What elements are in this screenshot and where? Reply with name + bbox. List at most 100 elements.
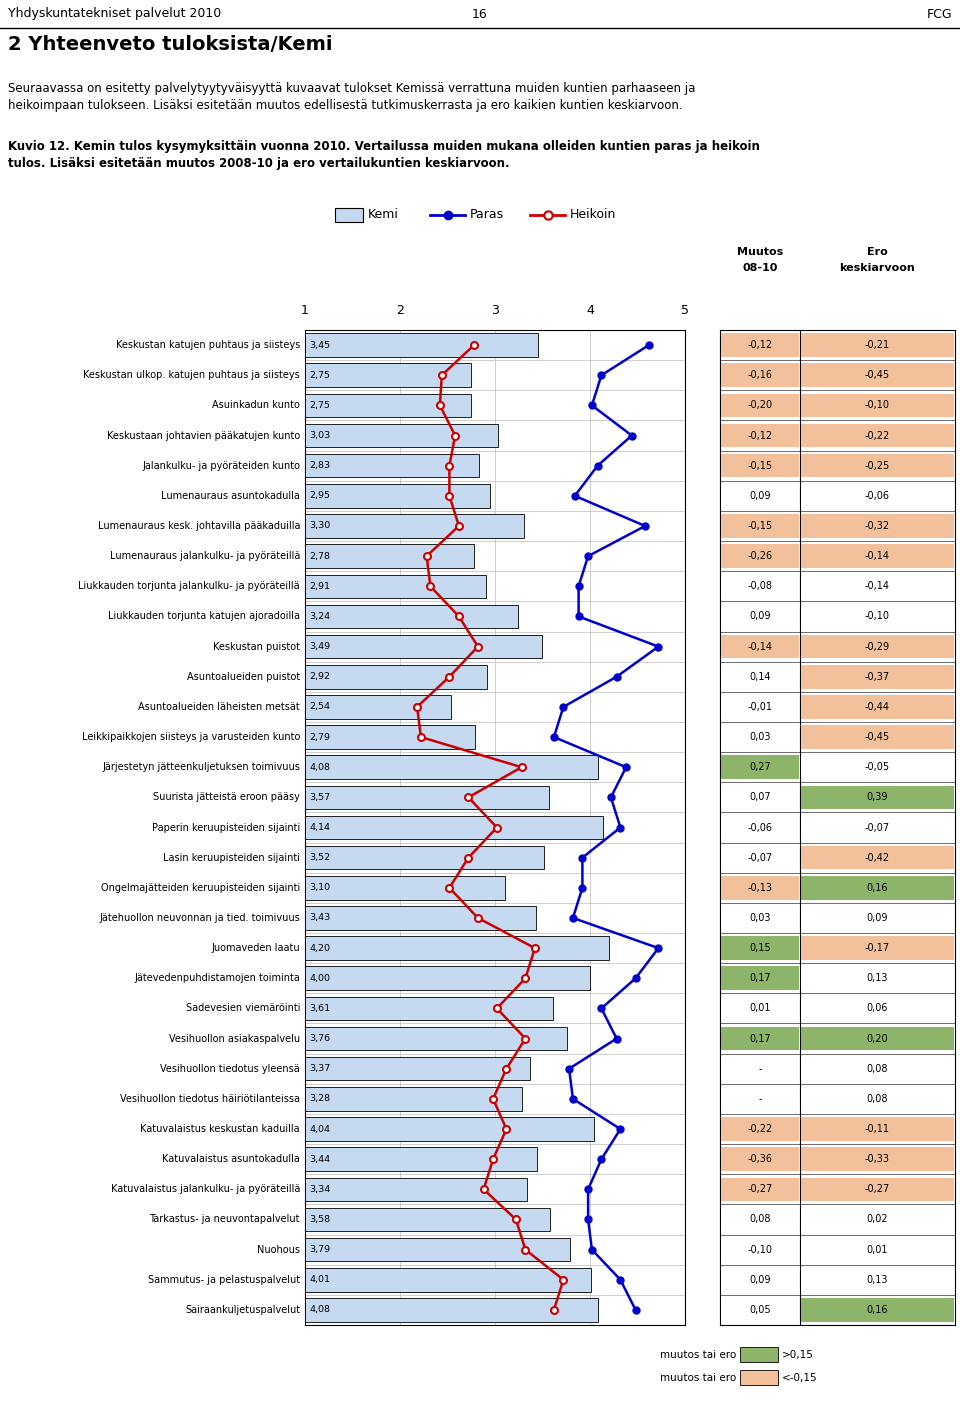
Bar bbox=[305, 877, 505, 899]
Text: 0,01: 0,01 bbox=[867, 1245, 888, 1255]
Text: 3,79: 3,79 bbox=[309, 1245, 330, 1254]
Text: Asuntoalueiden puistot: Asuntoalueiden puistot bbox=[187, 671, 300, 682]
Bar bbox=[305, 756, 597, 779]
Text: 2,79: 2,79 bbox=[309, 733, 330, 741]
Bar bbox=[305, 996, 553, 1020]
Text: -0,29: -0,29 bbox=[865, 642, 890, 651]
Text: 4,01: 4,01 bbox=[309, 1275, 330, 1285]
Text: -0,45: -0,45 bbox=[865, 370, 890, 380]
Bar bbox=[305, 1207, 550, 1231]
Bar bbox=[721, 816, 799, 839]
Text: 0,07: 0,07 bbox=[749, 792, 771, 802]
Text: 0,17: 0,17 bbox=[749, 974, 771, 983]
Text: muutos tai ero: muutos tai ero bbox=[660, 1373, 736, 1383]
Bar bbox=[721, 756, 799, 779]
Bar bbox=[801, 695, 954, 719]
Bar bbox=[721, 1147, 799, 1171]
Bar bbox=[305, 695, 451, 719]
Bar bbox=[740, 1370, 778, 1384]
Bar bbox=[305, 484, 491, 508]
Text: 4,08: 4,08 bbox=[309, 1306, 330, 1314]
Text: Seuraavassa on esitetty palvelytyytyväisyyttä kuvaavat tulokset Kemissä verrattu: Seuraavassa on esitetty palvelytyytyväis… bbox=[8, 82, 695, 96]
Text: -0,33: -0,33 bbox=[865, 1154, 890, 1164]
Bar bbox=[305, 666, 488, 688]
Text: 3: 3 bbox=[492, 304, 499, 317]
Text: 3,34: 3,34 bbox=[309, 1185, 330, 1193]
Bar bbox=[801, 545, 954, 568]
Bar bbox=[721, 605, 799, 628]
Bar bbox=[801, 514, 954, 537]
Bar bbox=[801, 785, 954, 809]
Text: -0,22: -0,22 bbox=[865, 431, 890, 440]
Bar bbox=[305, 846, 544, 870]
Text: 3,49: 3,49 bbox=[309, 642, 330, 651]
Text: Juomaveden laatu: Juomaveden laatu bbox=[211, 943, 300, 953]
Text: -0,42: -0,42 bbox=[865, 853, 890, 862]
Text: -0,26: -0,26 bbox=[748, 552, 773, 561]
Bar bbox=[801, 333, 954, 357]
Bar bbox=[801, 756, 954, 779]
Bar bbox=[721, 846, 799, 870]
Bar bbox=[305, 1088, 521, 1110]
Bar bbox=[305, 394, 471, 416]
Bar bbox=[721, 333, 799, 357]
Text: -0,45: -0,45 bbox=[865, 732, 890, 741]
Text: -0,01: -0,01 bbox=[748, 702, 773, 712]
Text: 4,14: 4,14 bbox=[309, 823, 330, 832]
Text: Vesihuollon asiakaspalvelu: Vesihuollon asiakaspalvelu bbox=[169, 1034, 300, 1044]
Text: -0,17: -0,17 bbox=[865, 943, 890, 953]
Bar bbox=[801, 1238, 954, 1262]
Text: 2,95: 2,95 bbox=[309, 491, 330, 501]
Bar bbox=[305, 906, 536, 930]
Bar bbox=[305, 1147, 537, 1171]
Text: 4,20: 4,20 bbox=[309, 944, 330, 953]
Text: -0,36: -0,36 bbox=[748, 1154, 773, 1164]
Bar bbox=[721, 514, 799, 537]
Text: Liukkauden torjunta jalankulku- ja pyöräteillä: Liukkauden torjunta jalankulku- ja pyörä… bbox=[79, 581, 300, 591]
Text: 2,91: 2,91 bbox=[309, 581, 330, 591]
Text: 3,03: 3,03 bbox=[309, 431, 330, 440]
Text: -: - bbox=[758, 1093, 761, 1104]
Text: 0,08: 0,08 bbox=[749, 1214, 771, 1224]
Bar bbox=[721, 967, 799, 991]
Bar bbox=[801, 877, 954, 899]
Bar bbox=[801, 1268, 954, 1292]
Text: 3,61: 3,61 bbox=[309, 1005, 330, 1013]
Bar bbox=[801, 454, 954, 477]
Bar bbox=[305, 514, 523, 537]
Text: Keskustan katujen puhtaus ja siisteys: Keskustan katujen puhtaus ja siisteys bbox=[116, 340, 300, 350]
Bar bbox=[721, 1238, 799, 1262]
Text: -0,25: -0,25 bbox=[865, 460, 890, 471]
Bar bbox=[721, 454, 799, 477]
Bar bbox=[801, 846, 954, 870]
Text: Tarkastus- ja neuvontapalvelut: Tarkastus- ja neuvontapalvelut bbox=[150, 1214, 300, 1224]
Text: Yhdyskuntatekniset palvelut 2010: Yhdyskuntatekniset palvelut 2010 bbox=[8, 7, 221, 21]
Text: -0,22: -0,22 bbox=[748, 1124, 773, 1134]
Bar bbox=[801, 1057, 954, 1081]
Text: Lasin keruupisteiden sijainti: Lasin keruupisteiden sijainti bbox=[163, 853, 300, 862]
Text: -0,44: -0,44 bbox=[865, 702, 890, 712]
Text: 0,20: 0,20 bbox=[867, 1034, 888, 1044]
Text: 2,75: 2,75 bbox=[309, 401, 330, 409]
Bar bbox=[721, 635, 799, 658]
Text: 0,02: 0,02 bbox=[867, 1214, 888, 1224]
Bar bbox=[801, 394, 954, 416]
Text: -0,15: -0,15 bbox=[748, 521, 773, 530]
Text: 08-10: 08-10 bbox=[742, 263, 778, 273]
Bar bbox=[721, 725, 799, 749]
Text: FCG: FCG bbox=[926, 7, 952, 21]
Bar bbox=[801, 363, 954, 387]
Bar bbox=[801, 574, 954, 598]
Bar bbox=[721, 424, 799, 447]
Text: -0,05: -0,05 bbox=[865, 763, 890, 772]
Text: 0,13: 0,13 bbox=[867, 1275, 888, 1285]
Bar bbox=[305, 967, 590, 991]
Text: Ongelmajätteiden keruupisteiden sijainti: Ongelmajätteiden keruupisteiden sijainti bbox=[101, 882, 300, 893]
Text: Vesihuollon tiedotus häiriötilanteissa: Vesihuollon tiedotus häiriötilanteissa bbox=[120, 1093, 300, 1104]
Text: 3,44: 3,44 bbox=[309, 1155, 330, 1164]
Text: 4,00: 4,00 bbox=[309, 974, 330, 982]
Text: 0,05: 0,05 bbox=[749, 1304, 771, 1316]
Text: 2,75: 2,75 bbox=[309, 370, 330, 380]
Text: -0,14: -0,14 bbox=[865, 552, 890, 561]
Text: 2,92: 2,92 bbox=[309, 673, 330, 681]
